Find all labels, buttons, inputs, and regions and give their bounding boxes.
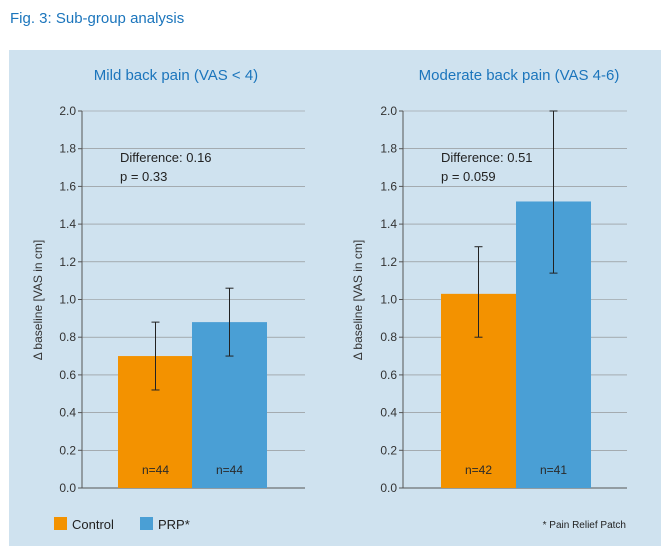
chart-1-title: Mild back pain (VAS < 4) [94, 67, 258, 84]
chart-2-tick-label: 1.6 [380, 179, 397, 193]
chart-1-n-label: n=44 [216, 463, 243, 477]
footnote: * Pain Relief Patch [543, 520, 626, 531]
chart-2-title: Moderate back pain (VAS 4-6) [419, 67, 620, 84]
chart-2-tick-label: 0.0 [380, 481, 397, 495]
chart-1-tick-label: 0.2 [59, 443, 76, 457]
chart-1-pvalue: p = 0.33 [120, 169, 167, 184]
chart-1-tick-label: 0.6 [59, 368, 76, 382]
legend-prp-label: PRP* [158, 517, 190, 532]
chart-1-ylabel: Δ baseline [VAS in cm] [31, 240, 45, 361]
chart-1-tick-label: 1.0 [59, 293, 76, 307]
figure-title: Fig. 3: Sub-group analysis [10, 10, 185, 27]
chart-1-tick-label: 1.4 [59, 217, 76, 231]
chart-1-tick-label: 1.2 [59, 255, 76, 269]
chart-2-tick-label: 2.0 [380, 104, 397, 118]
chart-1-tick-label: 0.8 [59, 330, 76, 344]
chart-2-tick-label: 1.2 [380, 255, 397, 269]
chart-2-n-label: n=41 [540, 463, 567, 477]
chart-2-tick-label: 0.2 [380, 443, 397, 457]
chart-1-tick-label: 2.0 [59, 104, 76, 118]
chart-2-tick-label: 0.4 [380, 406, 397, 420]
chart-1-tick-label: 1.6 [59, 179, 76, 193]
chart-2-n-label: n=42 [465, 463, 492, 477]
chart-1-n-label: n=44 [142, 463, 169, 477]
chart-2-pvalue: p = 0.059 [441, 169, 496, 184]
chart-2-ylabel: Δ baseline [VAS in cm] [351, 240, 365, 361]
chart-1-tick-label: 0.4 [59, 406, 76, 420]
chart-2-tick-label: 1.0 [380, 293, 397, 307]
legend-control-label: Control [72, 517, 114, 532]
legend-control-swatch [54, 517, 67, 530]
chart-1-tick-label: 1.8 [59, 142, 76, 156]
chart-2-tick-label: 1.8 [380, 142, 397, 156]
chart-1-tick-label: 0.0 [59, 481, 76, 495]
chart-2-tick-label: 0.6 [380, 368, 397, 382]
legend-prp-swatch [140, 517, 153, 530]
chart-1-difference: Difference: 0.16 [120, 150, 212, 165]
chart-2-difference: Difference: 0.51 [441, 150, 533, 165]
chart-2-tick-label: 1.4 [380, 217, 397, 231]
chart-2-tick-label: 0.8 [380, 330, 397, 344]
